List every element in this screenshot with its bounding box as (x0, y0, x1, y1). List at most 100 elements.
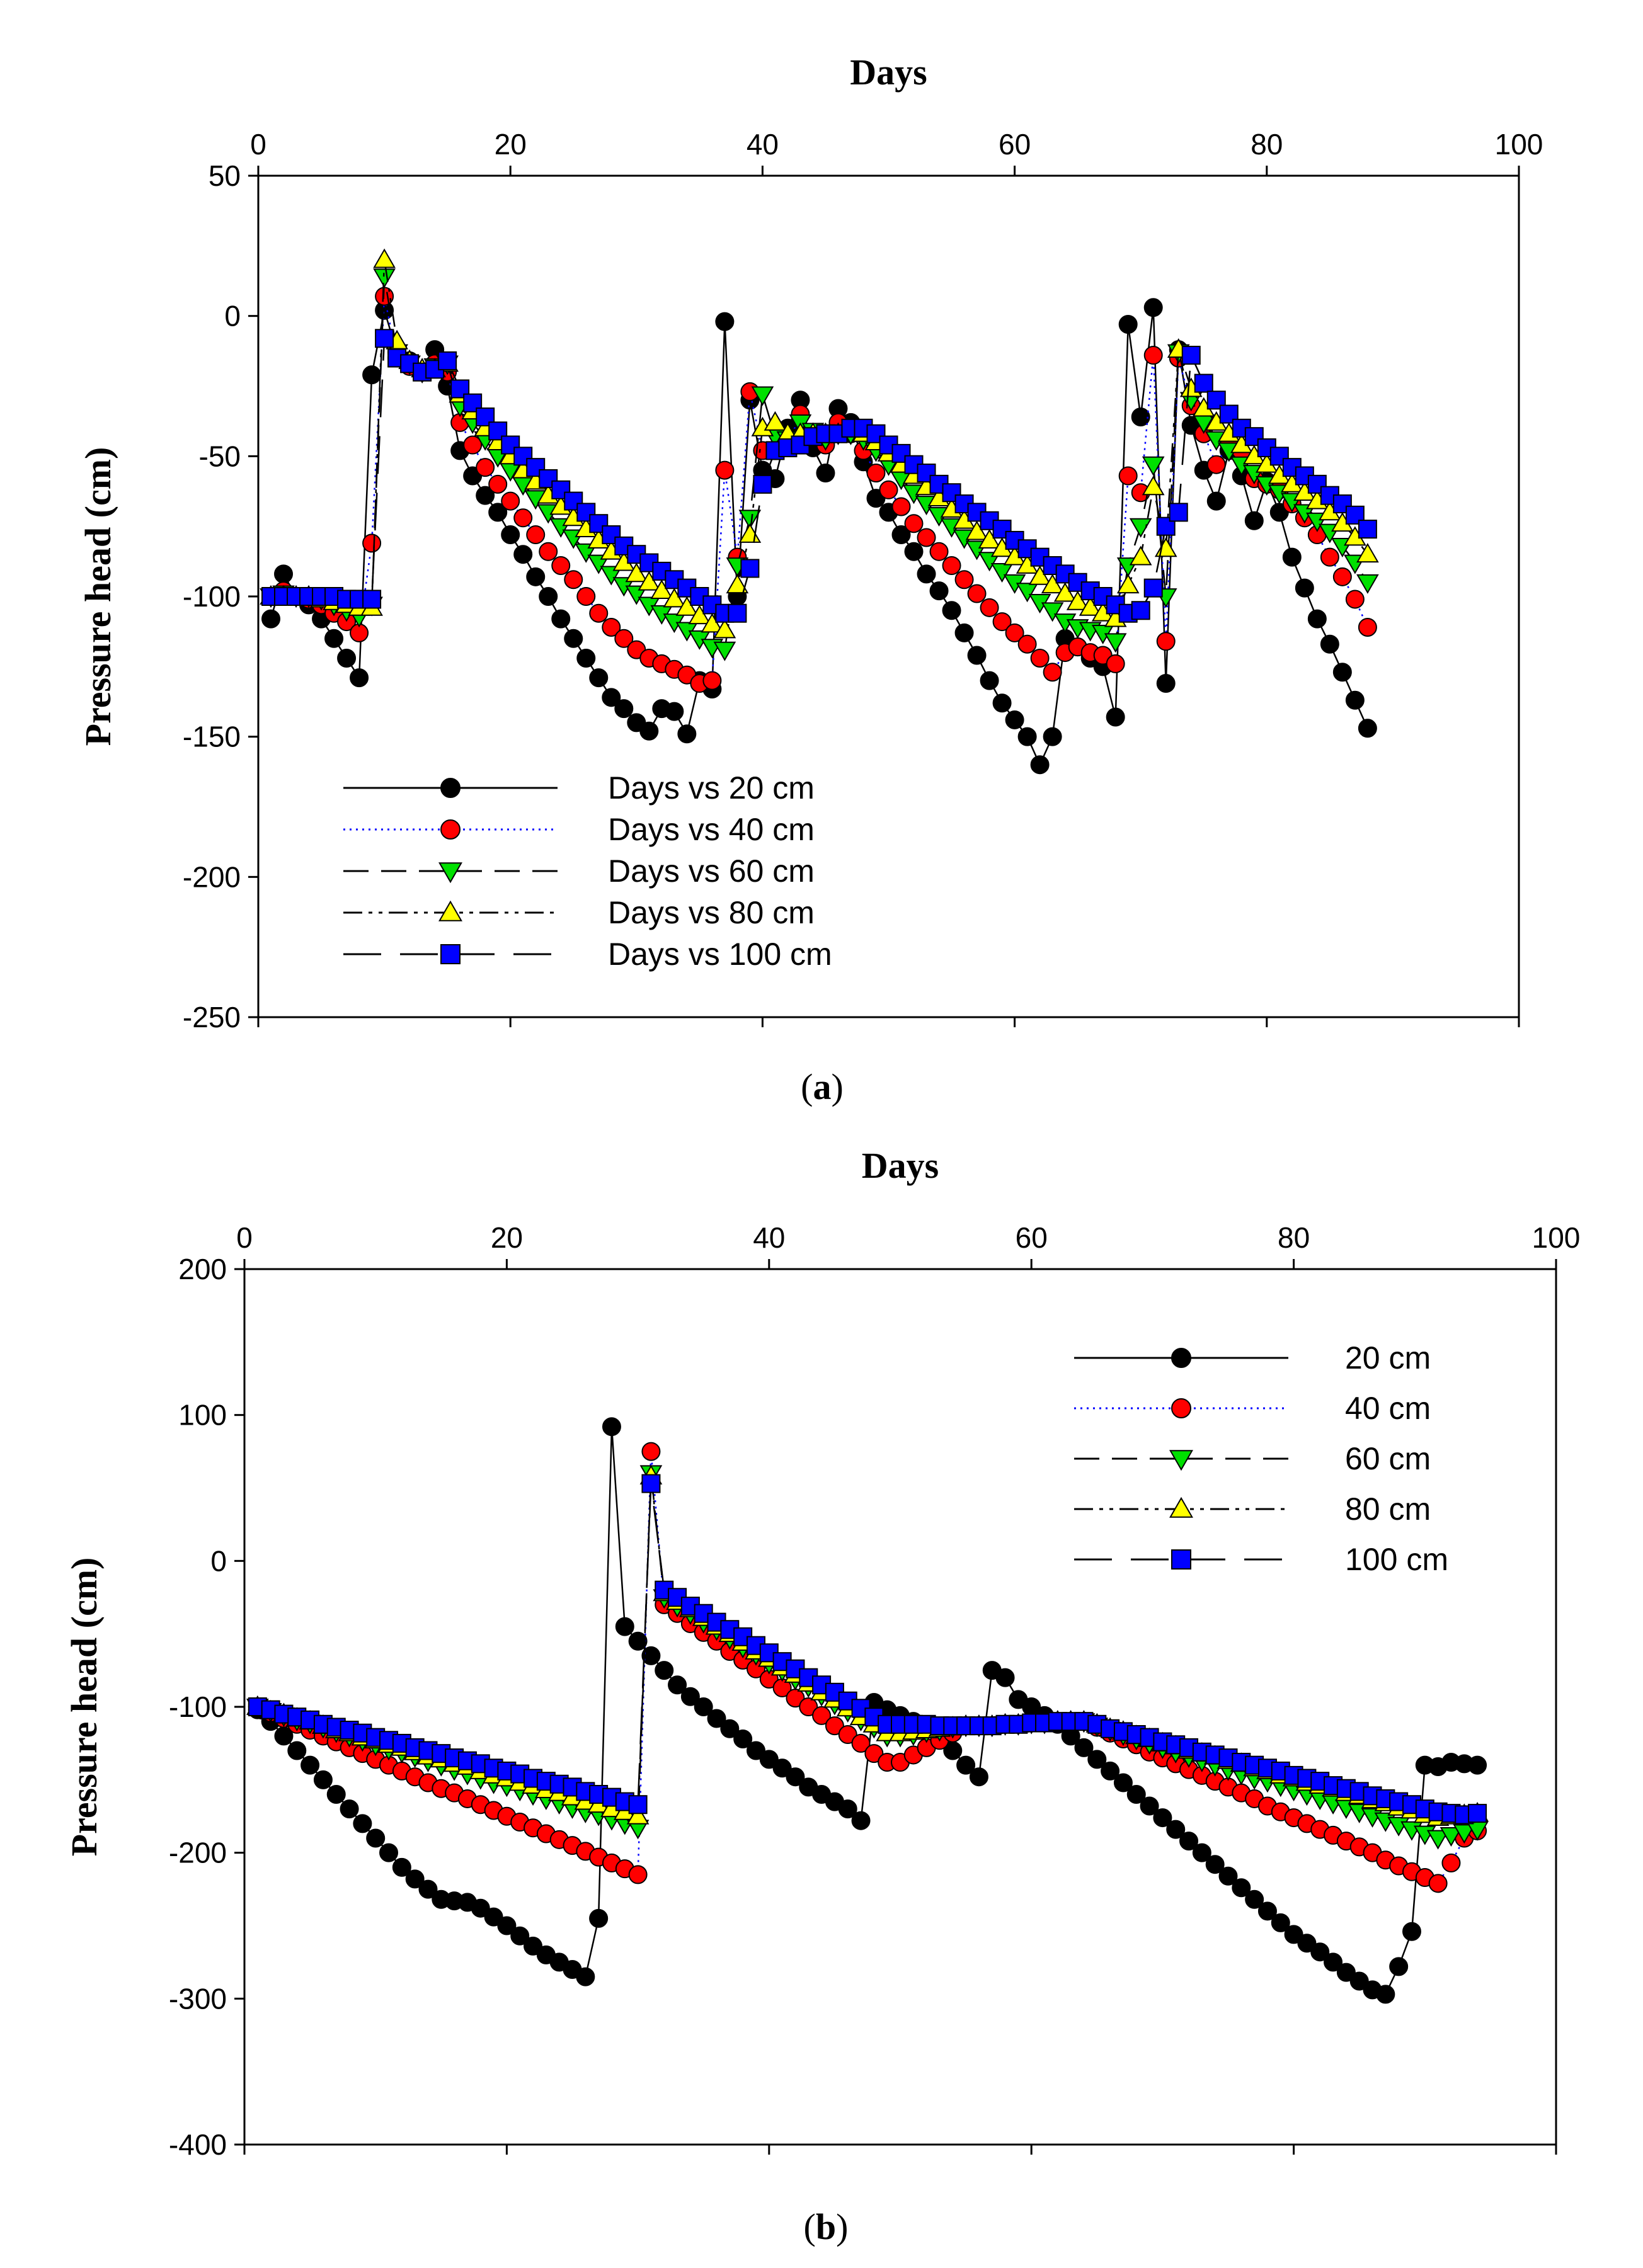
y-tick-label: 50 (209, 159, 241, 192)
data-point (1320, 547, 1339, 567)
data-point (956, 1755, 976, 1775)
data-point (392, 1857, 411, 1877)
data-point (992, 612, 1012, 632)
data-point (576, 503, 596, 522)
data-point (488, 503, 508, 522)
y-tick-label: 0 (224, 300, 241, 333)
data-point (728, 603, 747, 623)
data-point (313, 1770, 333, 1789)
data-point (838, 1725, 857, 1745)
data-point (1116, 574, 1140, 594)
data-point (864, 1744, 884, 1764)
data-point (838, 1799, 857, 1819)
data-point (969, 1767, 988, 1787)
data-point (713, 618, 736, 639)
data-point (576, 587, 596, 606)
data-point (1079, 596, 1102, 616)
legend-marker-3 (438, 900, 462, 921)
data-point (524, 1936, 543, 1956)
data-point (1468, 1755, 1487, 1775)
data-point (1113, 1773, 1133, 1792)
data-point (1336, 1963, 1356, 1982)
data-point (1118, 315, 1138, 334)
data-point (1074, 1738, 1094, 1757)
data-point (564, 570, 583, 590)
data-point (1087, 1750, 1107, 1769)
data-point (1041, 602, 1064, 622)
data-point (600, 566, 623, 586)
data-point (324, 629, 344, 648)
legend-label-4: Days vs 100 cm (608, 937, 832, 972)
legend-label-4: 100 cm (1345, 1542, 1448, 1577)
data-point (1349, 1971, 1369, 1991)
y-tick-label: -200 (183, 860, 241, 893)
data-point (1106, 654, 1125, 673)
y-axis-title: Pressure head (cm) (64, 1558, 105, 1857)
data-point (501, 491, 520, 511)
data-point (362, 590, 382, 609)
data-point (995, 1668, 1015, 1687)
data-point (641, 1442, 661, 1461)
data-point (799, 1697, 818, 1716)
legend-marker-2 (1169, 1450, 1193, 1471)
y-tick-label: 200 (178, 1253, 227, 1285)
data-point (759, 1750, 779, 1769)
data-point (1194, 373, 1213, 393)
data-point (628, 1631, 648, 1651)
data-point (366, 1828, 386, 1848)
data-point (720, 1719, 740, 1738)
data-point (738, 523, 762, 543)
data-point (1205, 1855, 1225, 1874)
data-point (980, 671, 999, 690)
legend: Days vs 20 cm Days vs 40 cm Days vs 60 cm D… (343, 770, 832, 972)
data-point (551, 609, 571, 629)
data-point (1030, 755, 1050, 775)
x-tick-label: 20 (495, 128, 527, 161)
data-point (702, 671, 722, 690)
data-point (1043, 727, 1062, 746)
legend-label-1: 40 cm (1345, 1391, 1431, 1426)
data-point (1131, 601, 1150, 620)
legend-label-0: Days vs 20 cm (608, 770, 815, 806)
panel-b: 0 20 40 60 80 100 200 100 0 -100 -200 -300 -400 Days P… (64, 1145, 1580, 2247)
data-point (1358, 520, 1377, 539)
data-point (786, 1767, 805, 1787)
panel-label-open: ( (801, 1066, 813, 1107)
y-tick-label: -100 (169, 1690, 227, 1723)
x-tick-label: 80 (1278, 1221, 1310, 1254)
data-point (675, 596, 699, 616)
panel-label-letter: b (816, 2206, 836, 2247)
data-point (1310, 1942, 1330, 1962)
data-point (713, 641, 736, 661)
data-point (726, 574, 749, 594)
data-point (526, 525, 546, 545)
data-point (990, 563, 1014, 583)
data-point (1297, 1934, 1317, 1953)
series-3 (260, 248, 1379, 639)
data-point (1282, 547, 1302, 567)
data-point (753, 474, 772, 494)
legend-label-0: 20 cm (1345, 1340, 1431, 1376)
panel-a: 0 20 40 60 80 100 50 0 -50 -100 -150 -200 -250 Days Pr… (77, 52, 1543, 1107)
data-point (1284, 1925, 1303, 1944)
data-point (1106, 707, 1125, 727)
data-point (954, 623, 974, 642)
data-point (715, 312, 735, 331)
data-point (261, 609, 281, 629)
data-point (978, 552, 1001, 572)
data-point (978, 528, 1001, 549)
panel-label: (a) (801, 1066, 844, 1107)
data-point (1005, 623, 1024, 642)
data-point (1376, 1985, 1395, 2004)
data-point (1332, 567, 1352, 586)
data-point (1156, 516, 1176, 536)
data-point (274, 564, 294, 584)
x-tick-label: 40 (753, 1221, 785, 1254)
data-point (967, 584, 987, 603)
panel-label-close: ) (832, 1066, 844, 1107)
data-point (929, 581, 949, 601)
data-point (942, 556, 961, 576)
data-point (326, 1785, 346, 1804)
data-point (576, 1967, 595, 1986)
data-point (463, 435, 483, 455)
